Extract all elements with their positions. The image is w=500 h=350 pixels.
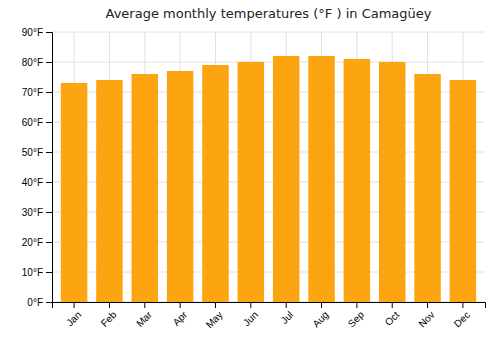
tick: 70°F xyxy=(22,87,52,98)
tick-mark xyxy=(144,302,145,308)
tick-label: Apr xyxy=(171,309,190,328)
bar xyxy=(344,59,371,302)
tick-label: Sep xyxy=(346,309,367,330)
tick-mark xyxy=(46,62,52,63)
grid xyxy=(52,32,485,302)
bar xyxy=(202,65,229,302)
grid-line xyxy=(52,32,485,33)
tick-label: Jul xyxy=(279,309,296,326)
tick: 40°F xyxy=(22,177,52,188)
tick-label: 50°F xyxy=(22,147,43,158)
bar xyxy=(379,62,406,302)
tick: 20°F xyxy=(22,237,52,248)
tick-label: 0°F xyxy=(27,297,43,308)
tick: May xyxy=(204,302,225,330)
tick-label: 90°F xyxy=(22,27,43,38)
title: Average monthly temperatures (°F ) in Ca… xyxy=(106,6,432,21)
tick-label: Dec xyxy=(452,309,472,329)
tick: Jan xyxy=(64,302,83,328)
tick-label: 20°F xyxy=(22,237,43,248)
tick-label: 40°F xyxy=(22,177,43,188)
tick-mark xyxy=(356,302,357,308)
tick-label: Jun xyxy=(241,309,260,328)
tick: Aug xyxy=(310,302,330,329)
tick-mark xyxy=(46,242,52,243)
x-axis: Jan Feb Mar Apr May Jun Jul Aug Sep Oct Nov Dec xyxy=(53,302,486,330)
tick: 80°F xyxy=(22,57,52,68)
tick-label: May xyxy=(204,309,225,330)
tick-label: 30°F xyxy=(22,207,43,218)
tick-label: Aug xyxy=(310,309,330,329)
tick-mark xyxy=(46,152,52,153)
tick: Mar xyxy=(134,302,154,329)
tick-mark xyxy=(180,302,181,308)
tick: 60°F xyxy=(22,117,52,128)
tick-label: Nov xyxy=(416,309,436,329)
tick-mark xyxy=(250,302,251,308)
tick-label: Feb xyxy=(99,309,119,329)
tick: 10°F xyxy=(22,267,52,278)
bar xyxy=(414,74,441,302)
tick: Dec xyxy=(452,302,472,329)
tick-mark xyxy=(215,302,216,308)
tick-mark xyxy=(462,302,463,308)
tick: 30°F xyxy=(22,207,52,218)
tick-mark xyxy=(46,182,52,183)
tick-mark xyxy=(46,212,52,213)
y-axis: 0°F 10°F 20°F 30°F 40°F 50°F 60°F 70°F 80°F 90°F xyxy=(22,27,53,308)
bar xyxy=(167,71,194,302)
bar xyxy=(273,56,300,302)
tick: Nov xyxy=(416,302,436,329)
bar xyxy=(308,56,335,302)
grid-line xyxy=(52,62,485,63)
tick: 50°F xyxy=(22,147,52,158)
tick-label: 10°F xyxy=(22,267,43,278)
tick-label: Oct xyxy=(383,309,402,328)
tick-mark xyxy=(46,272,52,273)
tick-mark xyxy=(321,302,322,308)
axis-line xyxy=(53,303,486,309)
chart: 0°F 10°F 20°F 30°F 40°F 50°F 60°F 70°F 80°F 90°F J… xyxy=(0,0,500,350)
tick: Sep xyxy=(346,302,367,329)
bar xyxy=(132,74,159,302)
tick: Oct xyxy=(383,302,402,328)
tick-mark xyxy=(46,122,52,123)
tick: 90°F xyxy=(22,27,52,38)
plot: 0°F 10°F 20°F 30°F 40°F 50°F 60°F 70°F 80°F 90°F J… xyxy=(22,27,486,331)
bar xyxy=(96,80,123,302)
tick-label: 70°F xyxy=(22,87,43,98)
tick-mark xyxy=(286,302,287,308)
tick: Apr xyxy=(171,302,190,328)
tick-mark xyxy=(46,302,52,303)
tick: Jun xyxy=(241,302,260,328)
tick-mark xyxy=(392,302,393,308)
bar xyxy=(450,80,477,302)
tick: Feb xyxy=(99,302,119,329)
tick: 0°F xyxy=(27,297,52,308)
bar xyxy=(238,62,265,302)
tick-mark xyxy=(427,302,428,308)
bar xyxy=(61,83,88,302)
tick-label: 60°F xyxy=(22,117,43,128)
tick-mark xyxy=(46,92,52,93)
tick-mark xyxy=(46,32,52,33)
tick-label: Jan xyxy=(64,309,83,328)
tick-label: Mar xyxy=(134,309,154,329)
axis-line xyxy=(46,33,53,303)
tick-label: 80°F xyxy=(22,57,43,68)
tick-mark xyxy=(74,302,75,308)
tick-mark xyxy=(109,302,110,308)
tick: Jul xyxy=(279,302,296,326)
bars xyxy=(61,56,476,302)
